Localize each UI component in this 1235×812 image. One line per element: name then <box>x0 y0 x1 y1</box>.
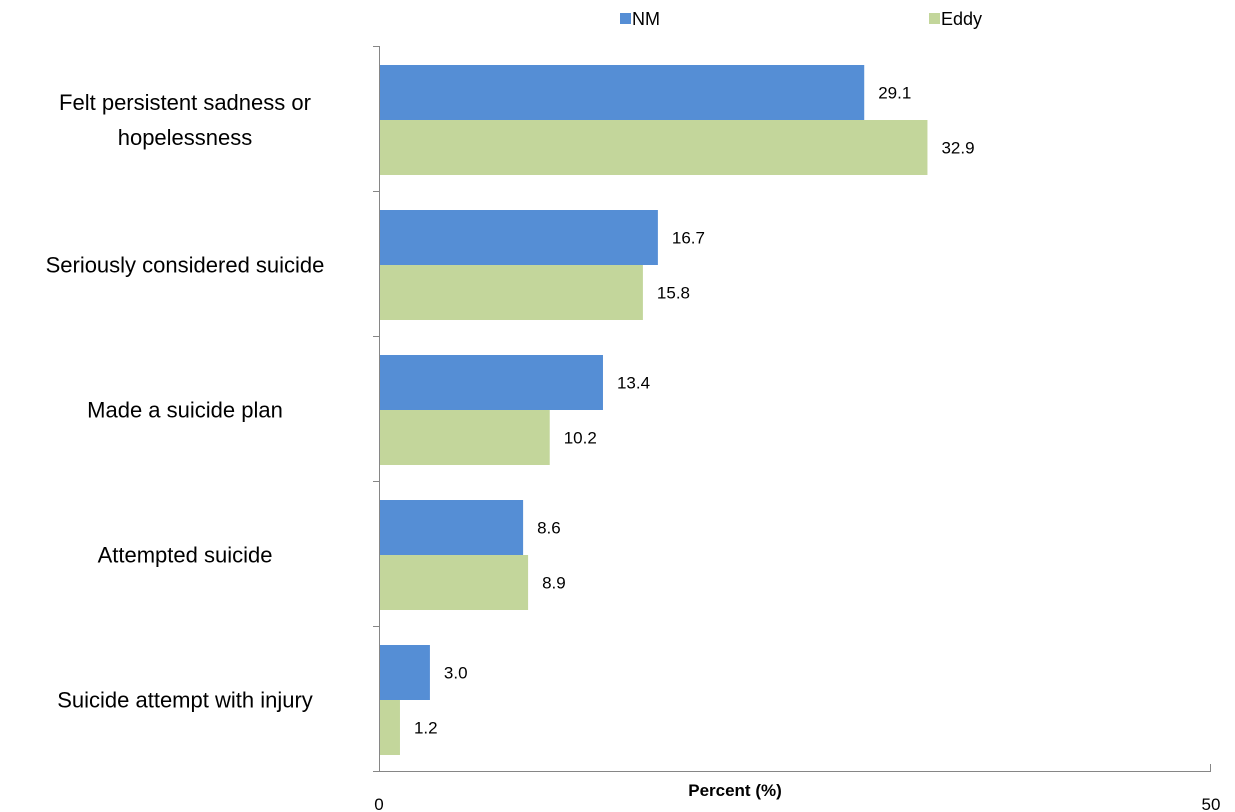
category-label: Made a suicide plan <box>87 398 283 423</box>
bar-nm <box>380 645 430 700</box>
category-label: Attempted suicide <box>98 543 273 568</box>
bar-nm <box>380 65 865 120</box>
data-label: 1.2 <box>414 719 438 738</box>
data-label: 13.4 <box>617 374 650 393</box>
bar-eddy <box>380 700 400 755</box>
data-label: 32.9 <box>941 139 974 158</box>
category-label: Felt persistent sadness or hopelessness <box>59 90 311 150</box>
legend-label-nm: NM <box>632 9 660 29</box>
x-tick-label-min: 0 <box>374 795 383 812</box>
axes <box>373 46 1211 772</box>
data-label: 10.2 <box>564 429 597 448</box>
x-tick-label-max: 50 <box>1202 795 1221 812</box>
bar-nm <box>380 355 603 410</box>
legend-swatch-eddy <box>929 13 940 24</box>
x-axis-title: Percent (%) <box>688 781 782 800</box>
data-label: 29.1 <box>878 84 911 103</box>
bars: 29.1 32.9 16.7 15.8 13.4 10.2 8.6 8.9 3.0 1.2 <box>380 65 975 755</box>
bar-nm <box>380 210 658 265</box>
data-label: 3.0 <box>444 664 468 683</box>
data-label: 8.9 <box>542 574 566 593</box>
bar-nm <box>380 500 524 555</box>
legend-swatch-nm <box>620 13 631 24</box>
category-labels: Felt persistent sadness or hopelessness Se… <box>46 90 325 713</box>
data-label: 16.7 <box>672 229 705 248</box>
bar-eddy <box>380 265 643 320</box>
data-label: 8.6 <box>537 519 561 538</box>
bar-eddy <box>380 555 529 610</box>
bar-eddy <box>380 410 550 465</box>
bar-eddy <box>380 120 928 175</box>
legend: NM Eddy <box>620 9 982 29</box>
category-label: Suicide attempt with injury <box>57 688 313 713</box>
category-label: Seriously considered suicide <box>46 253 325 278</box>
legend-label-eddy: Eddy <box>941 9 982 29</box>
data-label: 15.8 <box>657 284 690 303</box>
